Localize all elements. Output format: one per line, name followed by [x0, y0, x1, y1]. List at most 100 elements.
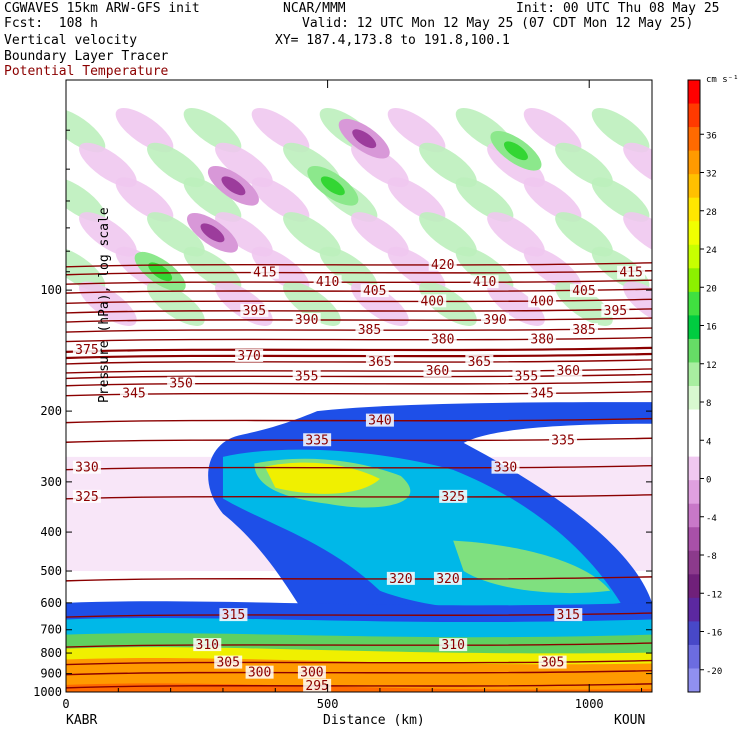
vv-background-cell: [183, 246, 242, 292]
theta-contour-label: 410: [473, 275, 496, 290]
theta-label-bg: [303, 678, 332, 692]
theta-contour-label: 335: [551, 433, 574, 448]
theta-contour: [66, 317, 652, 323]
start-station-label: KABR: [66, 713, 97, 728]
theta-contour-label: 365: [368, 355, 391, 370]
theta-contour-label: 395: [604, 304, 627, 319]
vv-background-cell: [215, 212, 273, 257]
vv-background-cell: [251, 177, 310, 222]
model-title: CGWAVES 15km ARW-GFS init: [4, 1, 200, 16]
colorbar-label: 24: [706, 246, 717, 256]
theta-contour-label: 330: [494, 461, 517, 476]
vv-background-cell: [115, 107, 174, 153]
colorbar-segment: [688, 668, 700, 693]
theta-contour-label: 380: [530, 333, 553, 348]
vv-background-cell: [183, 107, 242, 153]
theta-label-bg: [423, 363, 452, 377]
theta-contour-label: 300: [248, 666, 271, 681]
vv-background-cell: [623, 281, 652, 326]
theta-contour-label: 300: [300, 666, 323, 681]
field-label-potential-temperature: Potential Temperature: [4, 64, 169, 79]
theta-label-bg: [428, 332, 457, 346]
theta-label-bg: [193, 638, 222, 652]
theta-contour-label: 320: [389, 572, 412, 587]
colorbar-segment: [688, 315, 700, 340]
colorbar-frame: [687, 79, 701, 693]
theta-contour-label: 325: [75, 490, 98, 505]
forecast-hour: Fcst: 108 h: [4, 16, 98, 31]
theta-contour-label: 415: [253, 266, 276, 281]
theta-label-bg: [528, 332, 557, 346]
colorbar-segment: [688, 221, 700, 246]
y-tick-label: 800: [40, 646, 62, 660]
y-tick-label: 300: [40, 475, 62, 489]
theta-contour: [66, 417, 652, 424]
vv-background-cell: [523, 246, 582, 292]
vv-background-cell: [555, 212, 613, 257]
theta-label-bg: [433, 571, 462, 585]
theta-label-bg: [214, 655, 243, 669]
theta-contour-label: 315: [557, 608, 580, 623]
theta-label-bg: [355, 323, 384, 337]
theta-contour-label: 345: [122, 387, 145, 402]
theta-contour: [66, 288, 652, 294]
theta-contour-label: 380: [431, 333, 454, 348]
theta-label-bg: [528, 294, 557, 308]
theta-label-bg: [470, 275, 499, 289]
theta-contour: [66, 359, 652, 365]
plot-frame: [65, 79, 653, 693]
colorbar-segment: [688, 550, 700, 575]
theta-contour-label: 405: [363, 284, 386, 299]
vv-background-cell: [623, 142, 652, 188]
theta-contour-label: 415: [619, 266, 642, 281]
vv-background-cell: [183, 177, 242, 222]
colorbar-label: 36: [706, 131, 717, 141]
vv-background-cell: [487, 212, 545, 257]
colorbar-label: 28: [706, 208, 717, 218]
theta-contour-label: 385: [358, 323, 381, 338]
y-tick-label: 700: [40, 623, 62, 637]
theta-label-bg: [386, 571, 415, 585]
colorbar-segment: [688, 80, 700, 105]
vv-background-cell: [455, 246, 514, 292]
vv-core: [221, 176, 246, 196]
vv-background-cell: [351, 142, 409, 188]
theta-label-bg: [528, 386, 557, 400]
theta-contour-label: 335: [305, 433, 328, 448]
y-axis-label: Pressure (hPa), log scale: [97, 207, 112, 403]
colorbar-segment: [688, 503, 700, 528]
theta-contour: [66, 270, 652, 276]
institution-label: NCAR/MMM: [283, 1, 346, 16]
theta-label-bg: [360, 284, 389, 298]
theta-label-bg: [240, 303, 269, 317]
theta-contour-label: 400: [530, 294, 553, 309]
theta-contour-label: 420: [431, 258, 454, 273]
vv-background-cell: [387, 177, 446, 222]
colorbar-segment: [688, 244, 700, 269]
x-tick-label: 1000: [575, 697, 604, 711]
theta-contour-label: 305: [216, 656, 239, 671]
theta-contour-label: 305: [541, 656, 564, 671]
theta-label-bg: [292, 313, 321, 327]
vv-background-cell: [66, 246, 106, 292]
vv-core: [200, 223, 225, 243]
theta-label-bg: [303, 433, 332, 447]
vv-background-cell: [283, 212, 341, 257]
theta-contour-label: 310: [441, 638, 464, 653]
vv-background-cell: [387, 246, 446, 292]
init-time: Init: 00 UTC Thu 08 May 25: [516, 1, 720, 16]
colorbar-segment: [688, 291, 700, 316]
cross-section-endpoints: XY= 187.4,173.8 to 191.8,100.1: [275, 33, 510, 48]
theta-contour: [66, 262, 652, 268]
colorbar-label: -16: [706, 629, 722, 639]
theta-contour-label: 310: [196, 638, 219, 653]
theta-label-bg: [465, 354, 494, 368]
vv-background-cell: [147, 281, 205, 326]
theta-label-bg: [439, 638, 468, 652]
colorbar-label: 12: [706, 361, 717, 371]
theta-label-bg: [292, 369, 321, 383]
theta-contour-label: 330: [75, 461, 98, 476]
x-tick-label: 0: [62, 697, 69, 711]
colorbar-label: -8: [706, 552, 717, 562]
theta-label-bg: [365, 354, 394, 368]
